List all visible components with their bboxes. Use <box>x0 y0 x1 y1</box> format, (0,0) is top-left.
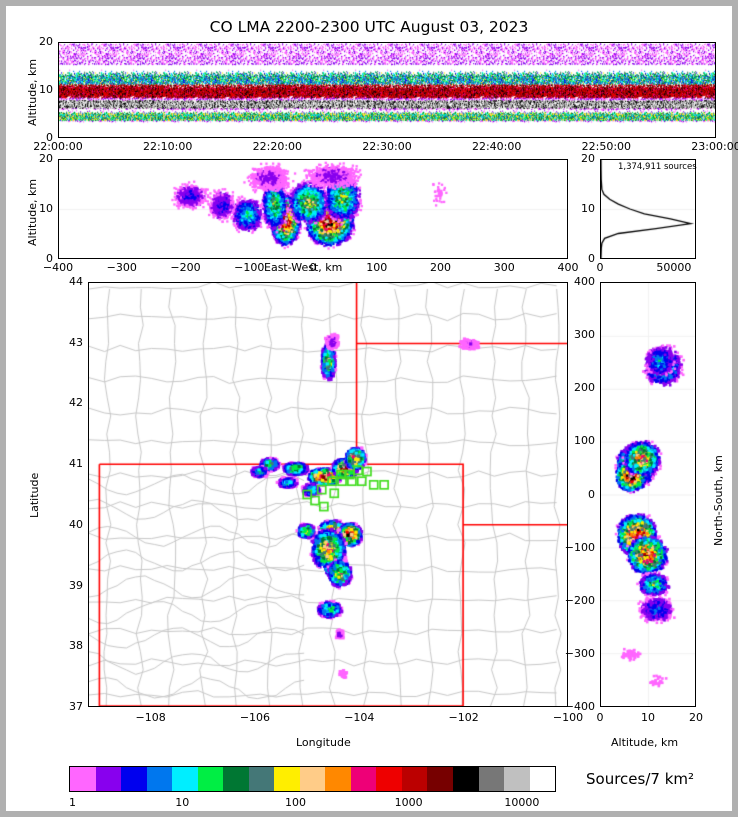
colorbar-swatch <box>95 767 122 791</box>
tick-label: 43 <box>69 335 83 349</box>
tick-label: 42 <box>69 396 83 410</box>
tick-label: −106 <box>239 711 271 724</box>
tick-label: 20 <box>581 152 595 165</box>
tick-label: 400 <box>557 261 579 274</box>
colorbar-swatch <box>121 767 147 791</box>
tick-label: −100 <box>234 261 265 274</box>
east-west-xlabel: East-West, km <box>264 261 343 274</box>
tick-label: 41 <box>69 457 83 471</box>
tick-label: −108 <box>135 711 166 724</box>
tick-label: 39 <box>69 578 83 592</box>
tick-label: 200 <box>574 381 595 395</box>
north-south-altitude-panel[interactable] <box>600 282 696 707</box>
east-west-height-panel[interactable] <box>58 159 568 259</box>
tick-label: 22:20:00 <box>252 140 303 153</box>
colorbar-tick-label: 100 <box>284 796 306 809</box>
tick-label: 50000 <box>656 261 692 274</box>
source-count-annotation: 1,374,911 sources <box>618 162 697 172</box>
tick-label: 0 <box>588 252 595 265</box>
colorbar-swatch <box>529 767 556 791</box>
map-xlabel: Longitude <box>296 736 351 749</box>
colorbar-label: Sources/7 km² <box>586 770 695 788</box>
north-south-xlabel: Altitude, km <box>611 736 679 749</box>
colorbar-swatch <box>299 767 326 791</box>
tick-label: 20 <box>39 35 53 48</box>
tick-label: −300 <box>564 646 595 660</box>
tick-label: −400 <box>564 700 595 713</box>
colorbar-swatch <box>401 767 428 791</box>
colorbar-swatch <box>248 767 275 791</box>
time-height-panel[interactable] <box>58 42 716 138</box>
colorbar-swatch <box>427 767 453 791</box>
tick-label: 0 <box>588 487 595 501</box>
colorbar-swatch <box>146 767 173 791</box>
colorbar-tick-label: 1000 <box>394 796 423 809</box>
tick-label: 10 <box>641 711 655 724</box>
tick-label: 100 <box>366 261 388 274</box>
colorbar-swatch <box>325 767 351 791</box>
tick-label: 10 <box>39 202 53 215</box>
tick-label: −300 <box>106 261 137 274</box>
plan-view-map-panel[interactable] <box>88 282 568 707</box>
tick-label: 37 <box>69 700 83 713</box>
colorbar-swatch <box>376 767 402 791</box>
tick-label: 100 <box>574 434 595 448</box>
colorbar-swatch <box>478 767 505 791</box>
tick-label: 0 <box>309 261 317 274</box>
time-height-ylabel: Altitude, km <box>26 58 39 126</box>
tick-label: 0 <box>596 711 604 724</box>
tick-label: 23:00:00 <box>691 140 738 153</box>
tick-label: 0 <box>596 261 604 274</box>
source-density-colorbar[interactable] <box>69 766 556 792</box>
tick-label: 0 <box>46 131 53 144</box>
tick-label: 40 <box>69 517 83 531</box>
tick-label: 10 <box>581 202 595 215</box>
tick-label: −100 <box>564 540 595 554</box>
tick-label: −200 <box>170 261 201 274</box>
colorbar-swatch <box>70 767 96 791</box>
tick-label: −200 <box>564 593 595 607</box>
tick-label: 20 <box>689 711 703 724</box>
colorbar-swatch <box>172 767 198 791</box>
map-ylabel: Latitude <box>28 472 41 518</box>
tick-label: 10 <box>39 83 53 96</box>
tick-label: 0 <box>46 252 53 265</box>
lma-figure: CO LMA 2200-2300 UTC August 03, 2023 Alt… <box>6 6 738 811</box>
page-title: CO LMA 2200-2300 UTC August 03, 2023 <box>209 18 529 36</box>
colorbar-swatch <box>197 767 224 791</box>
tick-label: 22:50:00 <box>581 140 632 153</box>
east-west-ylabel: Altitude, km <box>26 178 39 246</box>
tick-label: 44 <box>69 275 83 288</box>
altitude-histogram-panel[interactable] <box>600 159 696 259</box>
tick-label: −100 <box>552 711 584 724</box>
tick-label: 22:40:00 <box>471 140 522 153</box>
tick-label: 200 <box>430 261 451 274</box>
colorbar-swatch <box>274 767 300 791</box>
tick-label: −102 <box>448 711 479 724</box>
tick-label: 20 <box>39 152 53 165</box>
tick-label: −104 <box>344 711 375 724</box>
colorbar-swatch <box>223 767 249 791</box>
tick-label: 300 <box>493 261 515 274</box>
tick-label: 400 <box>574 275 595 288</box>
tick-label: 300 <box>574 328 595 342</box>
tick-label: 22:30:00 <box>362 140 412 153</box>
colorbar-swatch <box>452 767 479 791</box>
tick-label: 22:00:00 <box>33 140 83 153</box>
tick-label: −400 <box>42 261 74 274</box>
colorbar-swatch <box>350 767 377 791</box>
tick-label: 38 <box>69 639 83 653</box>
colorbar-tick-label: 10 <box>175 796 190 809</box>
tick-label: 22:10:00 <box>142 140 193 153</box>
colorbar-tick-label: 10000 <box>504 796 540 809</box>
colorbar-swatch <box>504 767 530 791</box>
north-south-ylabel: North-South, km <box>712 455 725 546</box>
colorbar-tick-label: 1 <box>69 796 76 809</box>
